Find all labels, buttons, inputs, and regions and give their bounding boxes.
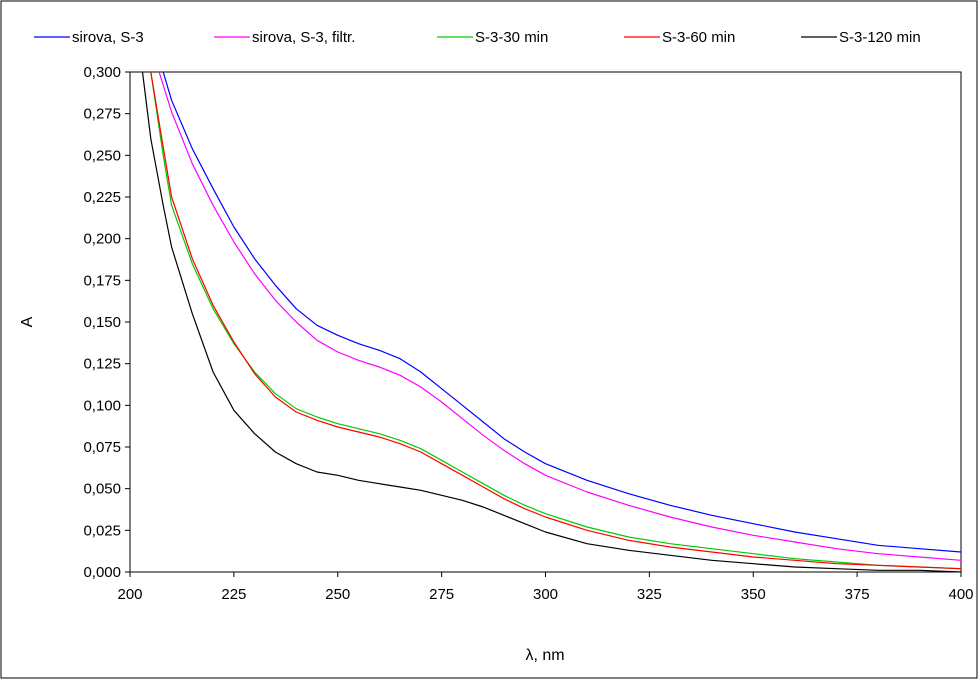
y-tick-label: 0,150 [83,314,121,331]
y-tick-label: 0,225 [83,189,121,206]
x-tick-label: 350 [741,586,766,603]
y-tick-label: 0,050 [83,481,121,498]
x-tick-label: 400 [948,586,973,603]
series-lines [141,72,961,572]
y-tick-label: 0,000 [83,564,121,581]
y-tick-label: 0,100 [83,397,121,414]
legend-label: sirova, S-3 [72,29,144,46]
y-tick-label: 0,250 [83,147,121,164]
y-axis-title: A [19,316,36,327]
x-tick-label: 225 [221,586,246,603]
series-line-2 [158,72,961,561]
x-tick-label: 250 [325,586,350,603]
x-tick-label: 275 [429,586,454,603]
x-axis-title: λ, nm [525,647,564,664]
series-line-3 [150,72,961,570]
y-tick-label: 0,125 [83,356,121,373]
y-tick-label: 0,300 [83,64,121,81]
legend-label: S-3-30 min [475,29,548,46]
series-line-1 [162,72,961,553]
y-tick-label: 0,175 [83,272,121,289]
y-tick-label: 0,275 [83,106,121,123]
plot-area [129,71,962,573]
legend-label: S-3-120 min [839,29,921,46]
series-line-4 [150,72,961,570]
legend: sirova, S-3 sirova, S-3, filtr. S-3-30 min… [34,29,921,46]
y-tick-label: 0,075 [83,439,121,456]
series-line-5 [141,72,961,572]
x-tick-label: 200 [117,586,142,603]
y-tick-label: 0,025 [83,522,121,539]
x-tick-label: 375 [845,586,870,603]
x-tick-label: 325 [637,586,662,603]
x-axis: 200 225 250 275 300 325 350 375 400 [117,572,974,603]
y-tick-label: 0,200 [83,231,121,248]
y-axis: 0,000 0,025 0,050 0,075 0,100 0,125 0,150 0,175… [83,64,130,581]
legend-label: sirova, S-3, filtr. [252,29,355,46]
x-tick-label: 300 [533,586,558,603]
legend-label: S-3-60 min [662,29,735,46]
